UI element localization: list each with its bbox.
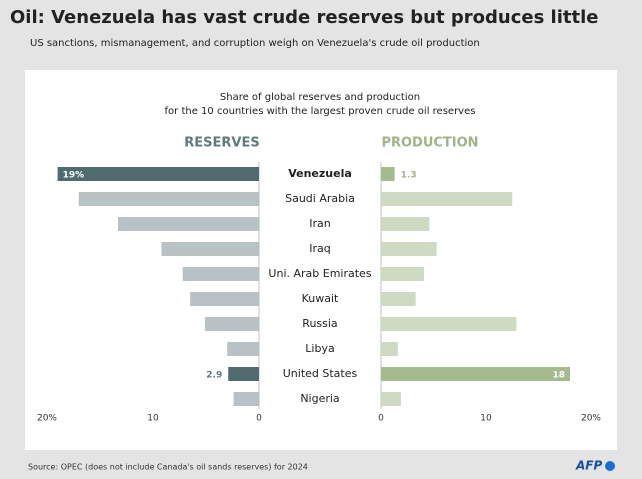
bar (57, 167, 259, 181)
category-label: Nigeria (300, 392, 339, 405)
category-label: Libya (305, 342, 334, 355)
bar (381, 167, 395, 181)
logo-dot (605, 461, 615, 471)
data-label: 19% (63, 171, 85, 181)
category-label: Iran (309, 217, 331, 230)
bar (381, 267, 425, 281)
title: Oil: Venezuela has vast crude reserves b… (10, 7, 598, 28)
subtitle: US sanctions, mismanagement, and corrupt… (30, 38, 480, 49)
x-tick-label: 20% (37, 414, 57, 424)
bar (161, 242, 259, 256)
data-label: 1.3 (401, 171, 417, 181)
bar (204, 317, 259, 331)
bar (228, 367, 259, 381)
bar (78, 192, 259, 206)
legend-label: RESERVES (184, 136, 259, 151)
bar (233, 392, 259, 406)
x-tick-label: 20% (581, 414, 601, 424)
bar (381, 192, 513, 206)
x-tick-label: 10 (147, 414, 159, 424)
chart-panel (25, 70, 617, 450)
bar (227, 342, 259, 356)
chart-title: for the 10 countries with the largest pr… (165, 106, 476, 117)
category-label: Uni. Arab Emirates (268, 267, 371, 280)
bar (381, 292, 416, 306)
chart-title: Share of global reserves and production (220, 92, 420, 103)
data-label: 18 (552, 371, 565, 381)
x-tick-label: 10 (480, 414, 492, 424)
bar (381, 342, 398, 356)
data-label: 2.9 (206, 371, 222, 381)
bar (381, 367, 570, 381)
category-label: Saudi Arabia (285, 192, 355, 205)
bar (381, 217, 430, 231)
bar (118, 217, 260, 231)
logo: AFP (575, 459, 602, 473)
category-label: Iraq (309, 242, 331, 255)
bar (381, 242, 437, 256)
bar (190, 292, 259, 306)
category-label: Kuwait (302, 292, 339, 305)
category-label: Venezuela (288, 167, 352, 180)
bar (381, 392, 401, 406)
x-tick-label: 0 (378, 414, 384, 424)
category-label: Russia (302, 317, 337, 330)
bar (381, 317, 517, 331)
source: Source: OPEC (does not include Canada's … (28, 463, 308, 472)
bar (182, 267, 259, 281)
x-tick-label: 0 (256, 414, 262, 424)
legend-label: PRODUCTION (381, 136, 478, 151)
category-label: United States (283, 367, 358, 380)
